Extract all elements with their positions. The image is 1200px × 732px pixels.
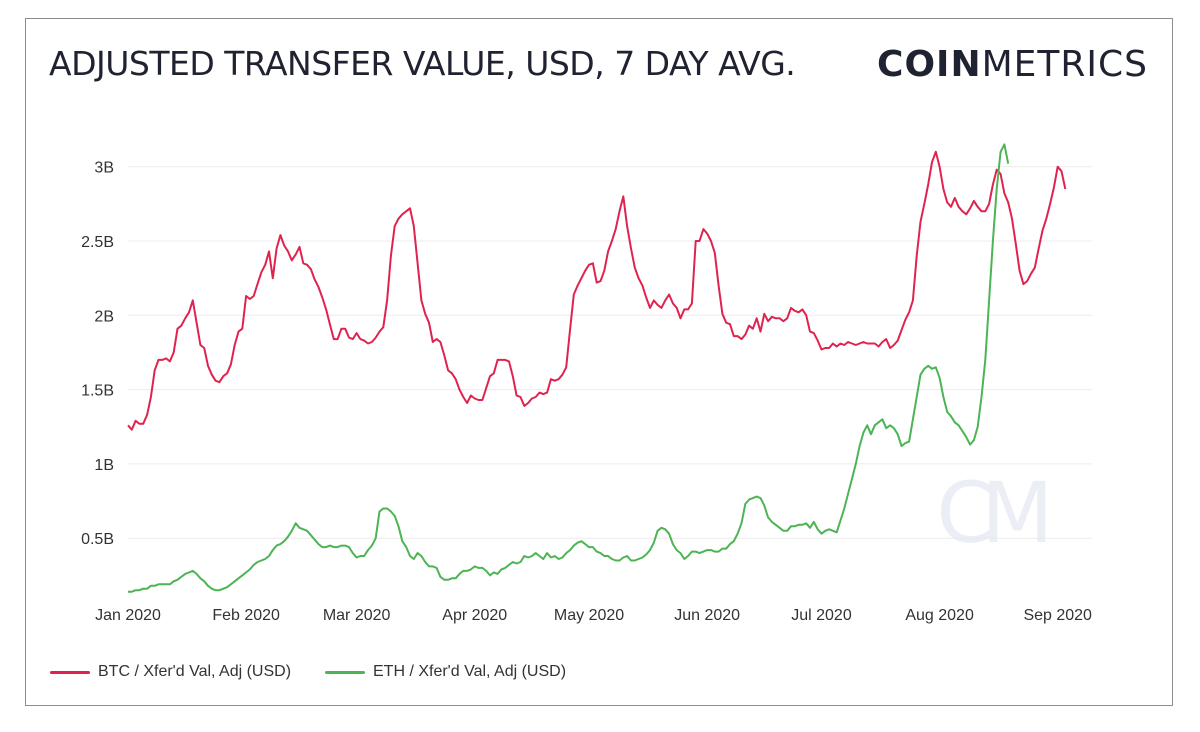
x-tick-label: Feb 2020: [212, 607, 280, 624]
x-axis-labels: Jan 2020 Feb 2020 Mar 2020 Apr 2020 May 2020…: [95, 607, 1092, 624]
x-tick-label: Jun 2020: [674, 607, 740, 624]
coinmetrics-logo: COINMETRICS: [877, 44, 1148, 85]
legend-label-btc: BTC / Xfer'd Val, Adj (USD): [98, 663, 292, 680]
y-tick-label: 0.5B: [81, 531, 114, 548]
chart-frame: [25, 18, 1173, 706]
y-tick-label: 2.5B: [81, 234, 114, 251]
y-tick-label: 1.5B: [81, 383, 114, 400]
logo-metrics-text: METRICS: [981, 44, 1148, 85]
logo-coin-text: COIN: [877, 44, 982, 85]
x-tick-label: Apr 2020: [442, 607, 507, 624]
x-tick-label: Mar 2020: [323, 607, 391, 624]
legend-swatch-eth: [325, 670, 365, 674]
x-tick-label: Sep 2020: [1023, 607, 1092, 624]
gridlines: [128, 166, 1092, 539]
chart-title: ADJUSTED TRANSFER VALUE, USD, 7 DAY AVG.: [49, 44, 796, 83]
legend-label-eth: ETH / Xfer'd Val, Adj (USD): [373, 663, 567, 680]
y-tick-label: 3B: [94, 160, 114, 177]
series-lines: [127, 143, 1067, 593]
y-tick-label: 1B: [94, 457, 114, 474]
x-tick-label: Jan 2020: [95, 607, 161, 624]
y-axis-labels: 0.5B 1B 1.5B 2B 2.5B 3B: [81, 160, 114, 549]
x-tick-label: Aug 2020: [905, 607, 974, 624]
y-tick-label: 2B: [94, 308, 114, 325]
cm-watermark: CM: [936, 464, 1046, 562]
x-tick-label: Jul 2020: [791, 607, 852, 624]
legend-item-btc[interactable]: BTC / Xfer'd Val, Adj (USD): [50, 663, 291, 681]
legend-swatch-btc: [50, 670, 90, 674]
x-tick-label: May 2020: [554, 607, 624, 624]
eth-series-line[interactable]: [128, 143, 1010, 593]
legend-item-eth[interactable]: ETH / Xfer'd Val, Adj (USD): [325, 663, 566, 681]
btc-series-line[interactable]: [127, 150, 1067, 431]
